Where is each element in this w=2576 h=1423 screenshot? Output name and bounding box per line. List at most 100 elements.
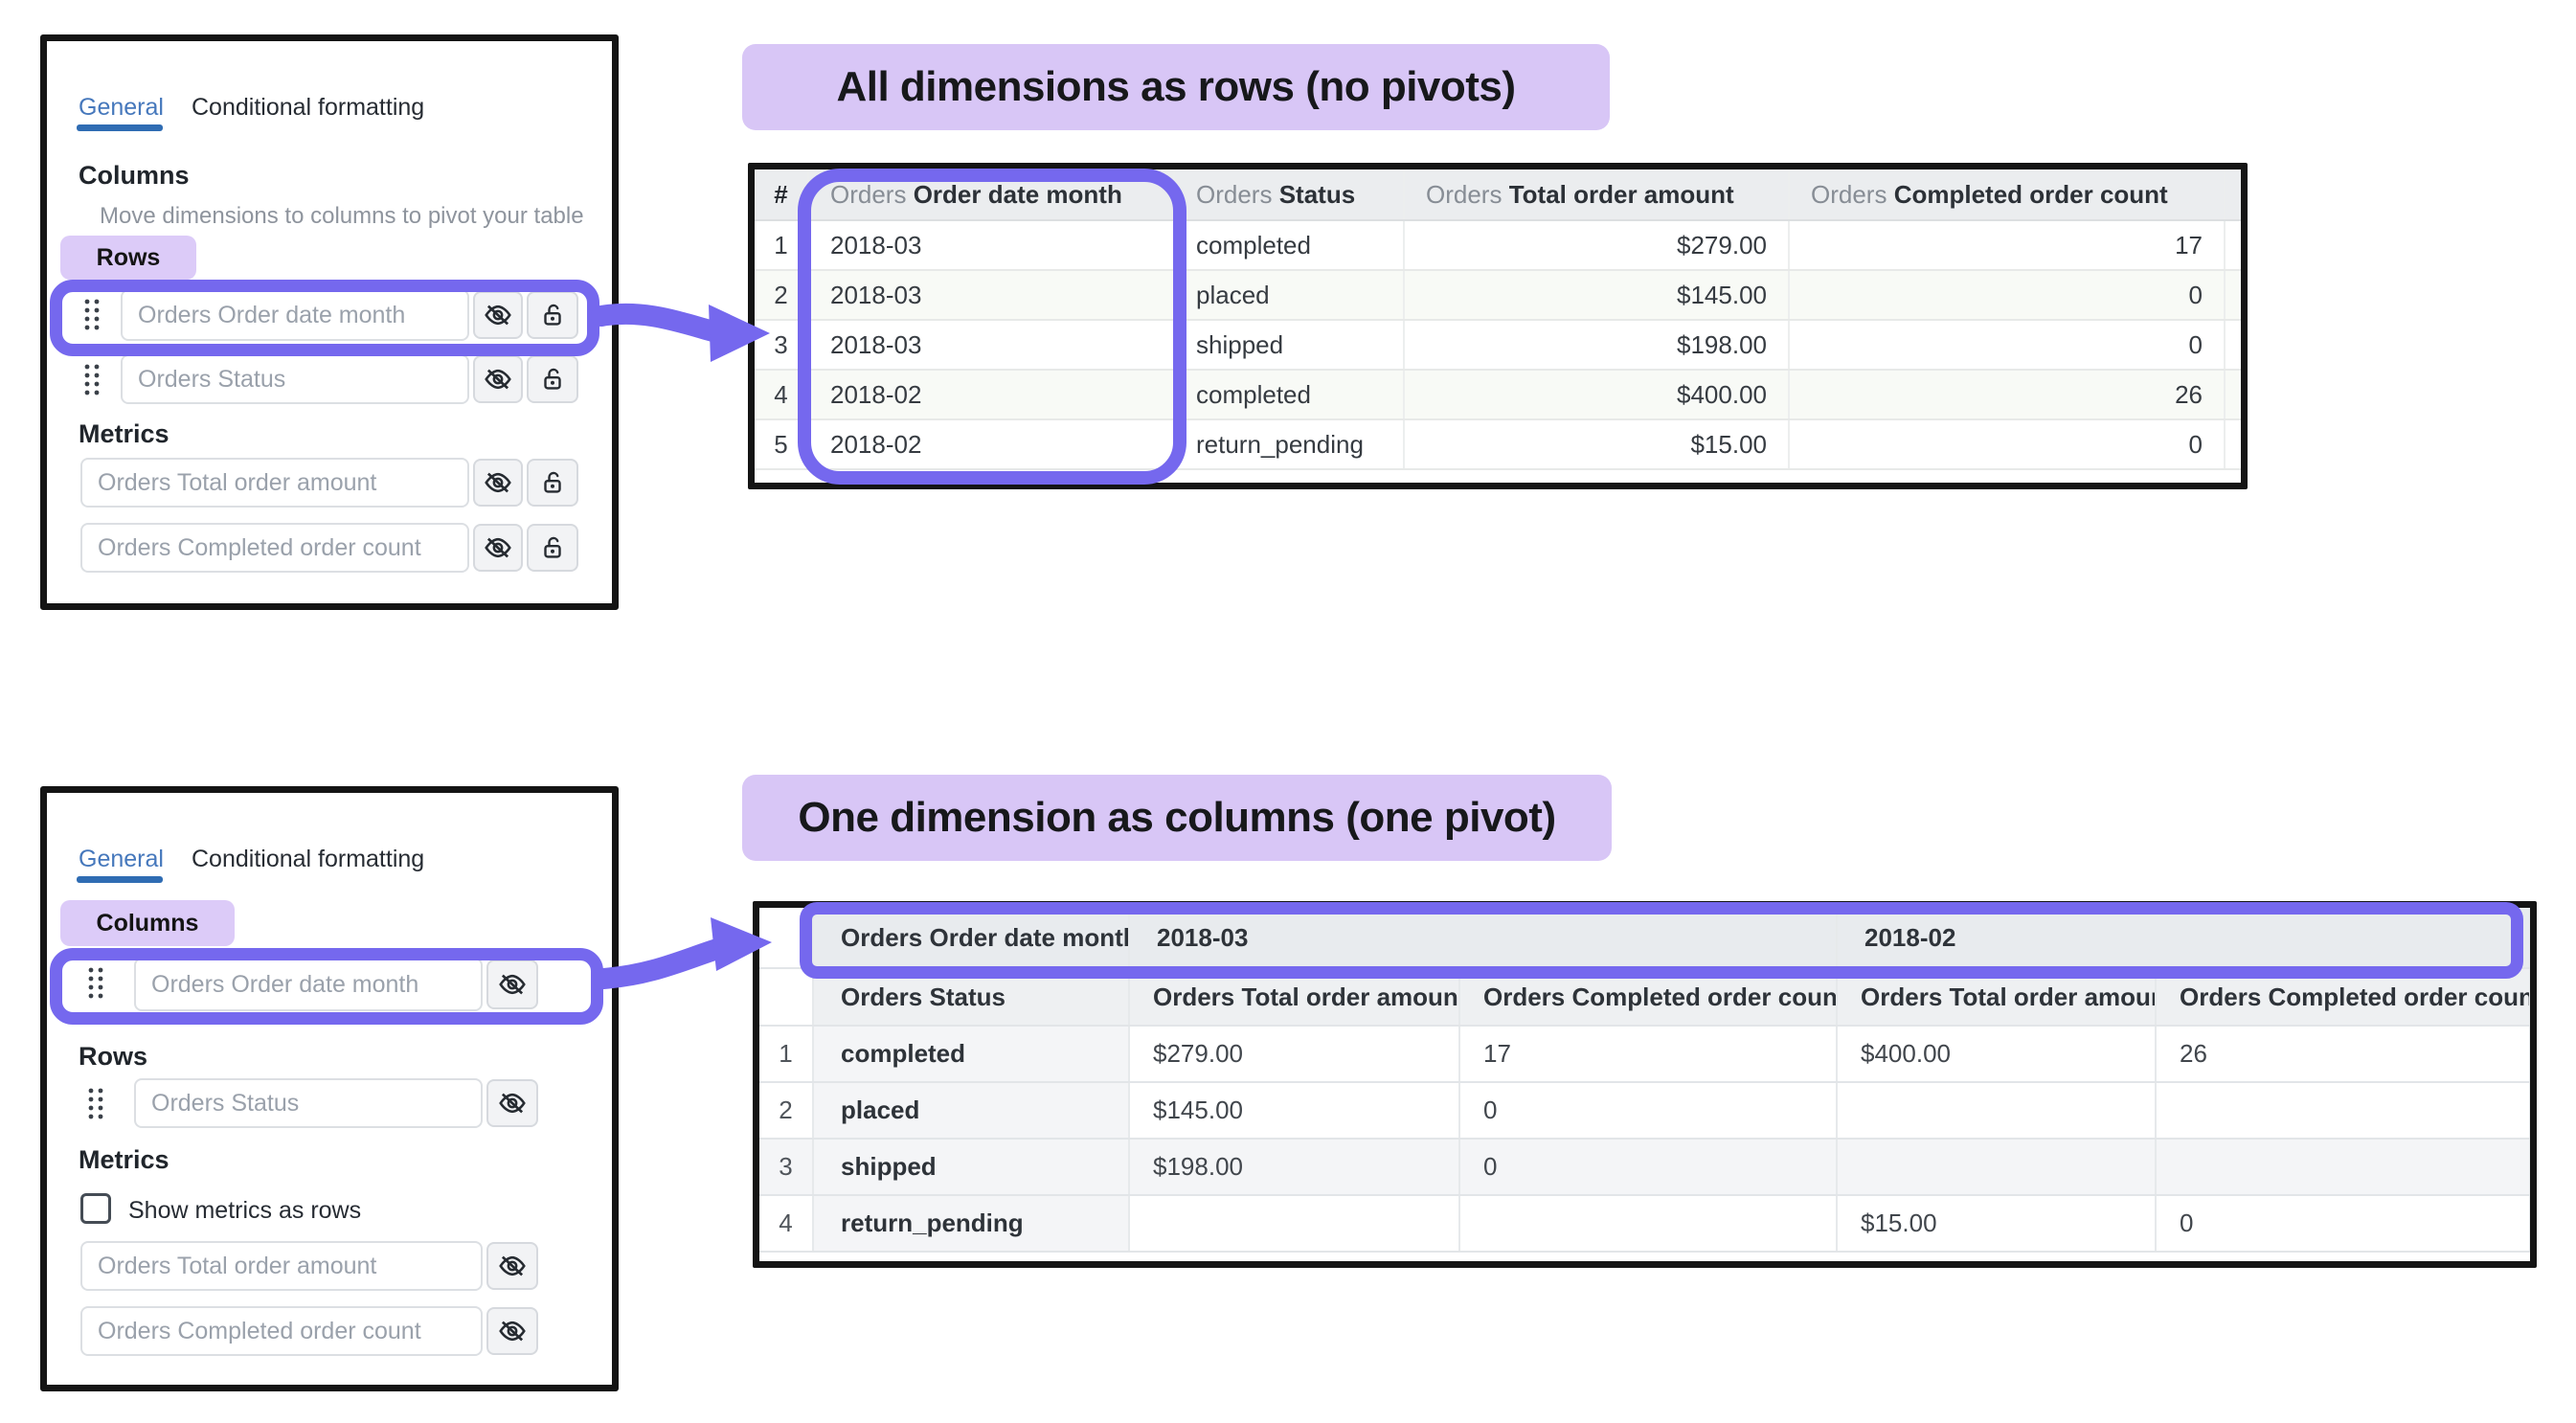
amount-cell: $279.00	[1404, 220, 1790, 271]
hide-field-button[interactable]	[473, 524, 523, 572]
row-number-cell: 4	[759, 1195, 814, 1253]
column-header: Orders Completed order count	[1459, 968, 1839, 1027]
hide-field-button[interactable]	[473, 291, 523, 339]
hide-field-button[interactable]	[473, 459, 523, 507]
eye-off-icon	[499, 1255, 526, 1276]
status-cell: shipped	[1174, 320, 1405, 371]
lock-field-button[interactable]	[527, 291, 578, 339]
table-row: 4 return_pending $15.00 0	[759, 1195, 2530, 1253]
status-cell: placed	[1174, 270, 1405, 321]
field-order-date-month[interactable]	[121, 289, 469, 341]
row-number-cell: 3	[755, 320, 809, 371]
field-status[interactable]	[121, 354, 469, 404]
unlock-icon	[544, 304, 561, 326]
amount-cell: $198.00	[1129, 1139, 1460, 1196]
field-total-order-amount[interactable]	[80, 458, 469, 508]
count-cell: 0	[1789, 419, 2226, 470]
lock-field-button[interactable]	[527, 459, 578, 507]
count-cell: 0	[1789, 270, 2226, 321]
field-order-date-month[interactable]	[134, 958, 483, 1011]
metrics-heading: Metrics	[79, 1145, 169, 1174]
eye-off-icon	[485, 537, 511, 558]
show-metrics-as-rows-label: Show metrics as rows	[128, 1197, 362, 1224]
gutter	[2225, 169, 2241, 221]
amount-cell: $400.00	[1837, 1026, 2158, 1083]
unlock-icon	[544, 471, 561, 493]
row-number-header	[759, 968, 814, 1027]
show-metrics-as-rows-checkbox[interactable]	[80, 1193, 111, 1224]
columns-hint: Move dimensions to columns to pivot your…	[100, 203, 584, 229]
row-number-cell: 1	[759, 1026, 814, 1083]
row-number-cell: 5	[755, 419, 809, 470]
metrics-heading: Metrics	[79, 419, 169, 448]
row-number-cell: 4	[755, 370, 809, 420]
gutter	[2225, 370, 2241, 420]
gutter	[2225, 419, 2241, 470]
table-row: 1 completed $279.00 17 $400.00 26	[759, 1026, 2530, 1083]
count-cell: 17	[1459, 1026, 1839, 1083]
column-header: Orders Status	[813, 968, 1130, 1027]
column-header: Orders Completed order count	[1789, 169, 2226, 221]
hide-field-button[interactable]	[486, 1307, 538, 1355]
column-header: Orders Total order amount	[1129, 968, 1460, 1027]
count-cell: 26	[1789, 370, 2226, 420]
amount-cell: $145.00	[1129, 1082, 1460, 1140]
tab-general[interactable]: General	[79, 846, 164, 872]
rows-heading: Rows	[79, 1042, 148, 1071]
eye-off-icon	[485, 472, 511, 493]
hide-field-button[interactable]	[473, 355, 523, 403]
tab-general-underline	[77, 876, 163, 883]
tab-conditional-formatting[interactable]: Conditional formatting	[192, 846, 425, 872]
amount-cell	[1837, 1139, 2158, 1196]
results-table-one-pivot: Orders Order date month 2018-03 2018-02 …	[753, 901, 2537, 1268]
count-cell: 0	[1459, 1082, 1839, 1140]
lock-field-button[interactable]	[527, 524, 578, 572]
field-completed-order-count[interactable]	[80, 1306, 483, 1356]
hide-field-button[interactable]	[486, 1242, 538, 1290]
field-total-order-amount[interactable]	[80, 1241, 483, 1291]
pivot-value-cell: 2018-03	[1129, 908, 1839, 969]
gutter	[2225, 270, 2241, 321]
date-cell: 2018-03	[808, 320, 1175, 371]
eye-off-icon	[499, 974, 526, 995]
date-cell: 2018-03	[808, 270, 1175, 321]
gutter	[2225, 220, 2241, 271]
field-status[interactable]	[134, 1078, 483, 1128]
amount-cell: $145.00	[1404, 270, 1790, 321]
row-number-cell	[759, 908, 814, 969]
status-cell: completed	[1174, 220, 1405, 271]
column-header: Orders Order date month	[808, 169, 1175, 221]
eye-off-icon	[485, 369, 511, 390]
amount-cell	[1129, 1195, 1460, 1253]
date-cell: 2018-03	[808, 220, 1175, 271]
drag-handle-icon[interactable]	[86, 965, 105, 1000]
row-number-header: #	[755, 169, 809, 221]
count-cell: 0	[1789, 320, 2226, 371]
count-cell: 17	[1789, 220, 2226, 271]
hide-field-button[interactable]	[486, 1079, 538, 1127]
columns-annotation-chip: Columns	[60, 900, 235, 946]
table-header-row: # Orders Order date month Orders Status …	[755, 169, 2241, 221]
hide-field-button[interactable]	[486, 960, 538, 1009]
eye-off-icon	[485, 305, 511, 326]
lock-field-button[interactable]	[527, 355, 578, 403]
row-number-cell: 3	[759, 1139, 814, 1196]
eye-off-icon	[499, 1321, 526, 1342]
drag-handle-icon[interactable]	[82, 362, 102, 396]
columns-heading: Columns	[79, 161, 190, 190]
field-completed-order-count[interactable]	[80, 523, 469, 573]
tab-conditional-formatting[interactable]: Conditional formatting	[192, 94, 425, 121]
tab-general-underline	[77, 124, 163, 131]
drag-handle-icon[interactable]	[82, 297, 102, 331]
column-header: Orders Completed order count	[2156, 968, 2530, 1027]
unlock-icon	[544, 536, 561, 558]
table-row: 5 2018-02 return_pending $15.00 0	[755, 419, 2241, 470]
row-number-cell: 1	[755, 220, 809, 271]
tab-general[interactable]: General	[79, 94, 164, 121]
count-cell: 0	[2156, 1195, 2530, 1253]
drag-handle-icon[interactable]	[86, 1086, 105, 1120]
rows-annotation-chip: Rows	[60, 236, 196, 280]
status-cell: completed	[1174, 370, 1405, 420]
amount-cell: $400.00	[1404, 370, 1790, 420]
pivot-header-row: Orders Order date month 2018-03 2018-02	[759, 908, 2530, 969]
